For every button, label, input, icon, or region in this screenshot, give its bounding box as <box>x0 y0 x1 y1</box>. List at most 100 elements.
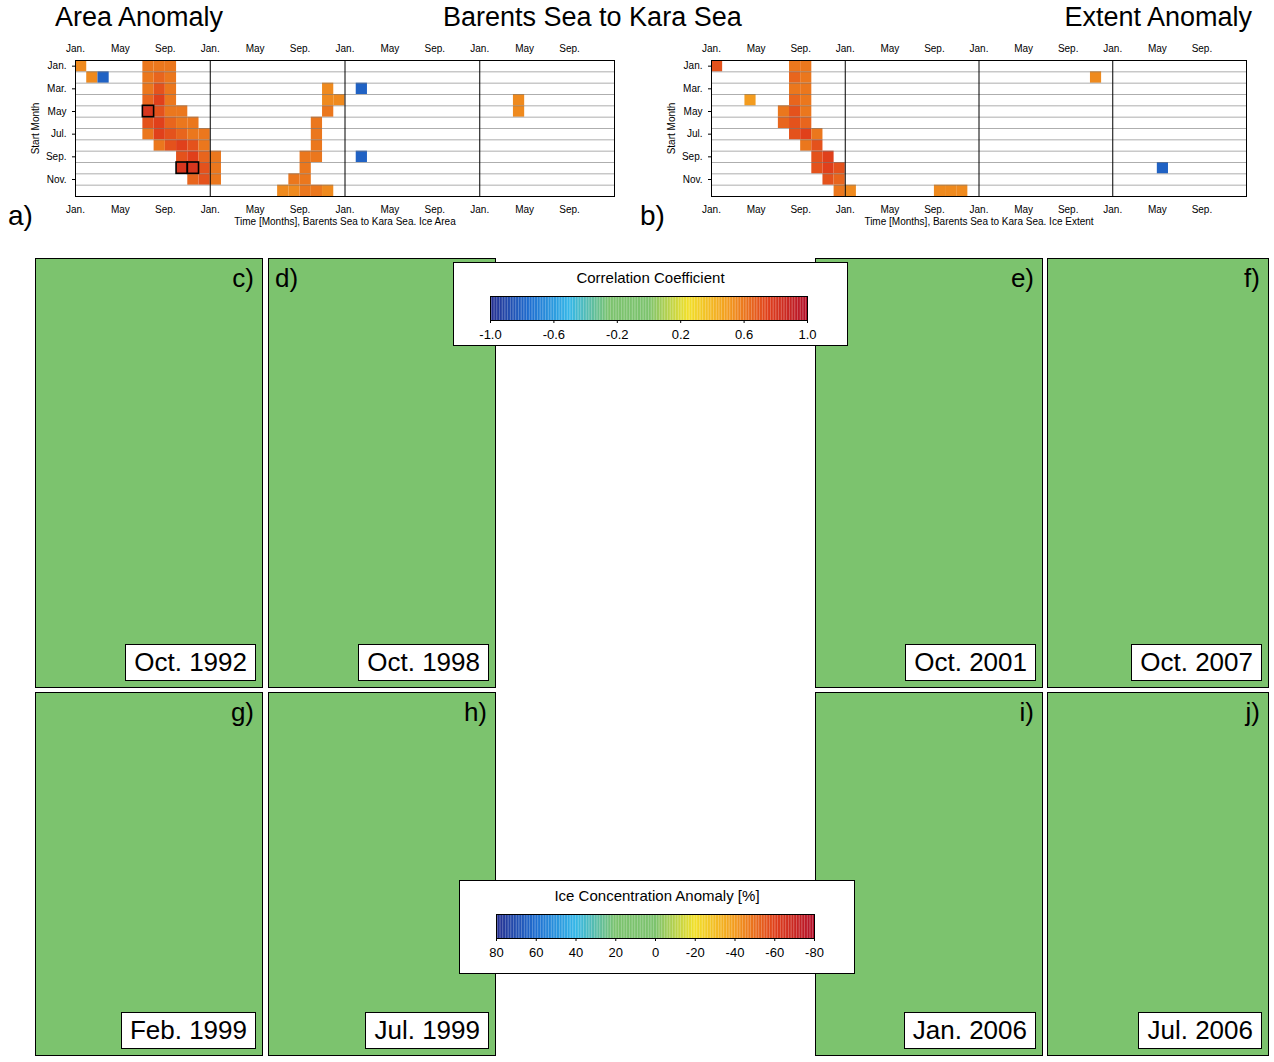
svg-text:Jan.: Jan. <box>836 43 855 54</box>
svg-text:Jan.: Jan. <box>970 204 989 215</box>
svg-text:Nov.: Nov. <box>47 174 67 185</box>
svg-text:Sep.: Sep. <box>425 43 446 54</box>
svg-text:May: May <box>880 204 899 215</box>
html-text:Oct. 1998: Oct. 1998 <box>367 647 480 677</box>
html-text:Jul. 2006: Jul. 2006 <box>1147 1015 1253 1045</box>
svg-text:-0.6: -0.6 <box>543 327 565 342</box>
svg-text:May: May <box>111 43 130 54</box>
svg-text:Sep.: Sep. <box>682 151 703 162</box>
svg-text:Jan.: Jan. <box>66 43 85 54</box>
svg-text:Jul.: Jul. <box>687 128 703 139</box>
svg-text:Sep.: Sep. <box>1192 204 1213 215</box>
svg-text:May: May <box>1148 204 1167 215</box>
svg-text:Mar.: Mar. <box>683 83 702 94</box>
svg-text:May: May <box>380 43 399 54</box>
html-text:c): c) <box>232 263 254 293</box>
svg-text:May: May <box>1014 43 1033 54</box>
svg-text:Jan.: Jan. <box>702 204 721 215</box>
svg-text:-0.2: -0.2 <box>606 327 628 342</box>
html-text:Oct. 2001: Oct. 2001 <box>914 647 1027 677</box>
svg-text:0.2: 0.2 <box>672 327 690 342</box>
svg-text:Sep.: Sep. <box>1192 43 1213 54</box>
svg-text:Sep.: Sep. <box>1058 204 1079 215</box>
html-text:f): f) <box>1244 263 1260 293</box>
svg-text:Jan.: Jan. <box>66 204 85 215</box>
svg-text:Start Month: Start Month <box>666 103 677 155</box>
svg-text:Sep.: Sep. <box>559 43 580 54</box>
html-text:Ice Concentration Anomaly [%]: Ice Concentration Anomaly [%] <box>554 887 760 904</box>
svg-text:Sep.: Sep. <box>290 204 311 215</box>
html-text:b): b) <box>640 200 665 231</box>
svg-text:Sep.: Sep. <box>924 204 945 215</box>
svg-text:0.6: 0.6 <box>735 327 753 342</box>
svg-text:Jan.: Jan. <box>1103 43 1122 54</box>
svg-text:20: 20 <box>609 945 623 960</box>
svg-text:May: May <box>48 106 67 117</box>
svg-text:May: May <box>747 204 766 215</box>
svg-text:Mar.: Mar. <box>47 83 66 94</box>
svg-text:May: May <box>246 204 265 215</box>
svg-text:Jan.: Jan. <box>1103 204 1122 215</box>
svg-text:Jan.: Jan. <box>836 204 855 215</box>
svg-text:Jan.: Jan. <box>336 43 355 54</box>
svg-text:Sep.: Sep. <box>290 43 311 54</box>
svg-text:-80: -80 <box>805 945 824 960</box>
svg-text:-60: -60 <box>765 945 784 960</box>
svg-text:Jan.: Jan. <box>702 43 721 54</box>
html-text:Oct. 1992: Oct. 1992 <box>134 647 247 677</box>
svg-text:-40: -40 <box>726 945 745 960</box>
html-text:Jan. 2006: Jan. 2006 <box>912 1015 1027 1045</box>
svg-text:May: May <box>380 204 399 215</box>
svg-text:Time [Months], Barents Sea to: Time [Months], Barents Sea to Kara Sea. … <box>864 216 1093 227</box>
svg-text:Jan.: Jan. <box>48 60 67 71</box>
svg-text:May: May <box>515 43 534 54</box>
svg-text:Sep.: Sep. <box>46 151 67 162</box>
svg-text:Jul.: Jul. <box>51 128 67 139</box>
svg-text:May: May <box>1014 204 1033 215</box>
svg-text:Time [Months], Barents Sea to: Time [Months], Barents Sea to Kara Sea. … <box>234 216 456 227</box>
html-text:Correlation Coefficient: Correlation Coefficient <box>576 269 725 286</box>
html-text:Extent Anomaly: Extent Anomaly <box>1064 2 1252 32</box>
svg-text:60: 60 <box>529 945 543 960</box>
html-text:Jul. 1999: Jul. 1999 <box>374 1015 480 1045</box>
html-text:Barents Sea to Kara Sea: Barents Sea to Kara Sea <box>443 2 742 32</box>
svg-text:May: May <box>747 43 766 54</box>
svg-text:-20: -20 <box>686 945 705 960</box>
svg-text:Jan.: Jan. <box>684 60 703 71</box>
svg-text:May: May <box>515 204 534 215</box>
svg-text:May: May <box>1148 43 1167 54</box>
svg-text:Jan.: Jan. <box>201 43 220 54</box>
svg-text:Sep.: Sep. <box>1058 43 1079 54</box>
svg-text:Sep.: Sep. <box>559 204 580 215</box>
html-text:a): a) <box>8 200 33 231</box>
svg-text:Sep.: Sep. <box>425 204 446 215</box>
svg-text:Jan.: Jan. <box>970 43 989 54</box>
svg-text:Start Month: Start Month <box>30 103 41 155</box>
svg-text:Nov.: Nov. <box>683 174 703 185</box>
svg-text:Jan.: Jan. <box>470 43 489 54</box>
html-text:h): h) <box>463 697 487 727</box>
svg-text:Jan.: Jan. <box>336 204 355 215</box>
svg-text:May: May <box>684 106 703 117</box>
svg-text:1.0: 1.0 <box>798 327 816 342</box>
html-text:g): g) <box>230 697 254 727</box>
svg-text:Sep.: Sep. <box>790 204 811 215</box>
svg-text:Jan.: Jan. <box>201 204 220 215</box>
html-text:e): e) <box>1010 263 1034 293</box>
html-text:Area Anomaly: Area Anomaly <box>55 2 224 32</box>
html-text:d): d) <box>275 263 299 293</box>
svg-text:May: May <box>111 204 130 215</box>
svg-text:Sep.: Sep. <box>924 43 945 54</box>
svg-text:0: 0 <box>652 945 659 960</box>
svg-text:Sep.: Sep. <box>790 43 811 54</box>
svg-text:Jan.: Jan. <box>470 204 489 215</box>
svg-text:80: 80 <box>489 945 503 960</box>
html-text:Oct. 2007: Oct. 2007 <box>1140 647 1253 677</box>
svg-text:May: May <box>880 43 899 54</box>
svg-text:-1.0: -1.0 <box>479 327 501 342</box>
svg-text:Sep.: Sep. <box>155 43 176 54</box>
html-text:Feb. 1999: Feb. 1999 <box>129 1015 247 1045</box>
svg-text:Sep.: Sep. <box>155 204 176 215</box>
svg-text:May: May <box>246 43 265 54</box>
svg-text:40: 40 <box>569 945 583 960</box>
